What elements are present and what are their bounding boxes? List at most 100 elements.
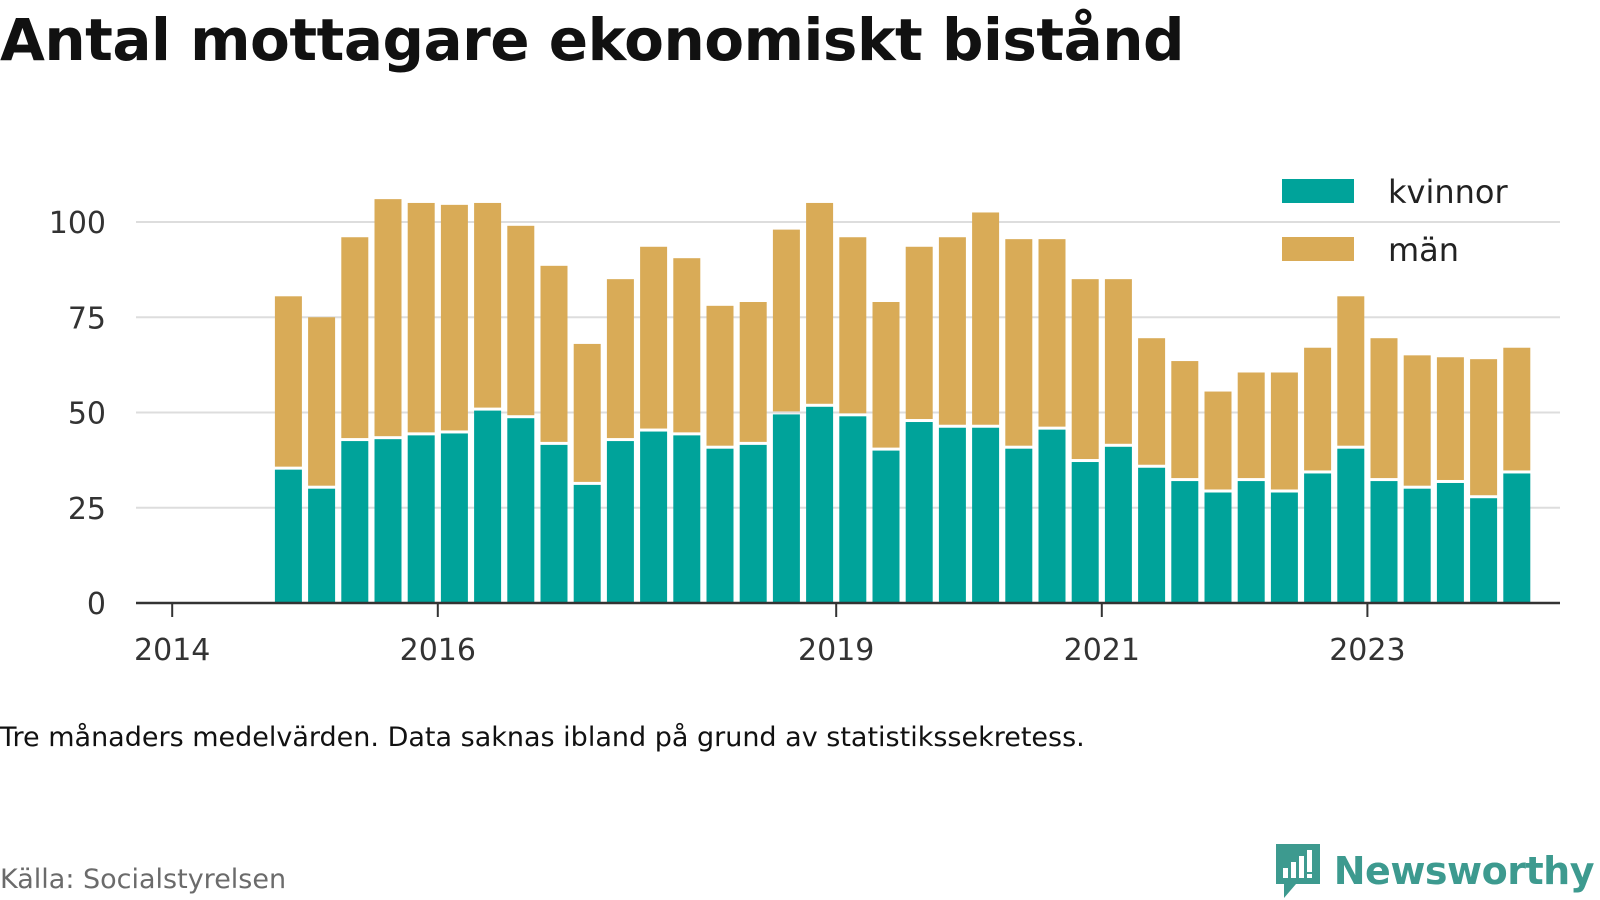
bar-man: [1370, 338, 1398, 479]
bar-man: [573, 343, 601, 482]
bar-man: [540, 265, 568, 442]
bar-kvinnor: [440, 433, 468, 603]
x-tick-label: 2019: [798, 633, 874, 668]
bar-kvinnor: [1436, 482, 1464, 603]
bar-kvinnor: [606, 441, 634, 603]
chart-note: Tre månaders medelvärden. Data saknas ib…: [0, 722, 1085, 753]
stacked-bar-chart: 0 25 50 75 100 2014 2016 2019 2021 2023 kvinnor m…: [49, 173, 1560, 668]
bar-man: [1038, 239, 1066, 427]
bar-kvinnor: [407, 435, 435, 603]
bar-kvinnor: [739, 444, 767, 603]
x-tick-label: 2016: [400, 633, 476, 668]
bar-man: [1005, 239, 1033, 446]
brand-name: Newsworthy: [1333, 849, 1595, 893]
bar-man: [739, 302, 767, 442]
bar-kvinnor: [806, 406, 834, 603]
bar-man: [806, 202, 834, 404]
bar-man: [474, 202, 502, 408]
bar-kvinnor: [1237, 481, 1265, 603]
bar-man: [308, 317, 336, 486]
bar-man: [972, 212, 1000, 425]
bar-man: [1403, 355, 1431, 486]
y-tick-label: 75: [68, 301, 106, 336]
bar-man: [673, 258, 701, 433]
bar-man: [1237, 372, 1265, 479]
y-tick-label: 25: [68, 492, 106, 527]
legend-swatch-man: [1282, 237, 1354, 261]
bar-man: [1171, 361, 1199, 479]
bar-man: [872, 302, 900, 448]
bar-man: [407, 202, 435, 433]
x-tick-label: 2014: [134, 633, 210, 668]
bar-man: [905, 246, 933, 420]
bar-man: [839, 237, 867, 414]
bar-man: [1436, 357, 1464, 480]
legend-swatch-kvinnor: [1282, 179, 1354, 203]
bar-kvinnor: [507, 418, 535, 603]
newsworthy-logo-icon: [1275, 844, 1320, 898]
legend-label-kvinnor: kvinnor: [1388, 173, 1509, 211]
bar-kvinnor: [938, 427, 966, 603]
bar-man: [1304, 347, 1332, 471]
bar-kvinnor: [1337, 448, 1365, 603]
chart-title: Antal mottagare ekonomiskt bistånd: [0, 6, 1185, 74]
y-tick-label: 100: [49, 206, 106, 241]
bar-kvinnor: [1005, 448, 1033, 603]
bar-kvinnor: [1038, 429, 1066, 603]
bar-man: [1138, 338, 1166, 465]
bar-kvinnor: [673, 435, 701, 603]
bar-man: [606, 279, 634, 439]
bar-man: [1104, 279, 1132, 444]
bar-kvinnor: [573, 484, 601, 603]
bar-kvinnor: [706, 448, 734, 603]
bar-kvinnor: [1503, 473, 1531, 603]
bar-kvinnor: [839, 416, 867, 603]
legend: kvinnor män: [1282, 173, 1509, 269]
bar-kvinnor: [1470, 498, 1498, 603]
bar-man: [341, 237, 369, 439]
bar-man: [1503, 347, 1531, 471]
x-tick-label: 2021: [1064, 633, 1140, 668]
bar-kvinnor: [1104, 446, 1132, 603]
bar-kvinnor: [1071, 462, 1099, 603]
bar-man: [772, 229, 800, 412]
legend-label-man: män: [1388, 231, 1459, 269]
bar-kvinnor: [1138, 467, 1166, 603]
bar-man: [507, 225, 535, 416]
bar-man: [706, 305, 734, 446]
bar-man: [274, 296, 302, 467]
bar-kvinnor: [308, 488, 336, 603]
bar-man: [1337, 296, 1365, 446]
bar-kvinnor: [640, 431, 668, 603]
bar-man: [938, 237, 966, 425]
bar-kvinnor: [1403, 488, 1431, 603]
source-credit: Källa: Socialstyrelsen: [0, 864, 287, 895]
bar-kvinnor: [374, 439, 402, 603]
bar-kvinnor: [972, 427, 1000, 603]
bar-kvinnor: [872, 450, 900, 603]
bar-man: [1470, 359, 1498, 496]
y-tick-label: 50: [68, 397, 106, 432]
bar-man: [440, 204, 468, 431]
bar-kvinnor: [772, 414, 800, 603]
bar-kvinnor: [274, 469, 302, 603]
x-tick-label: 2023: [1329, 633, 1405, 668]
bar-man: [1204, 391, 1232, 490]
bar-kvinnor: [905, 422, 933, 603]
bars: [274, 199, 1531, 603]
bar-man: [640, 246, 668, 429]
bar-man: [1071, 279, 1099, 460]
bar-man: [1270, 372, 1298, 490]
bar-kvinnor: [474, 410, 502, 603]
bar-kvinnor: [1171, 481, 1199, 603]
bar-kvinnor: [540, 444, 568, 603]
bar-kvinnor: [1204, 492, 1232, 603]
bar-kvinnor: [1370, 481, 1398, 603]
axes: 0 25 50 75 100 2014 2016 2019 2021 2023: [49, 206, 1560, 668]
bar-kvinnor: [341, 441, 369, 603]
bar-kvinnor: [1270, 492, 1298, 603]
bar-kvinnor: [1304, 473, 1332, 603]
newsworthy-logo[interactable]: Newsworthy: [1272, 842, 1595, 900]
bar-man: [374, 199, 402, 437]
y-tick-label: 0: [87, 587, 106, 622]
